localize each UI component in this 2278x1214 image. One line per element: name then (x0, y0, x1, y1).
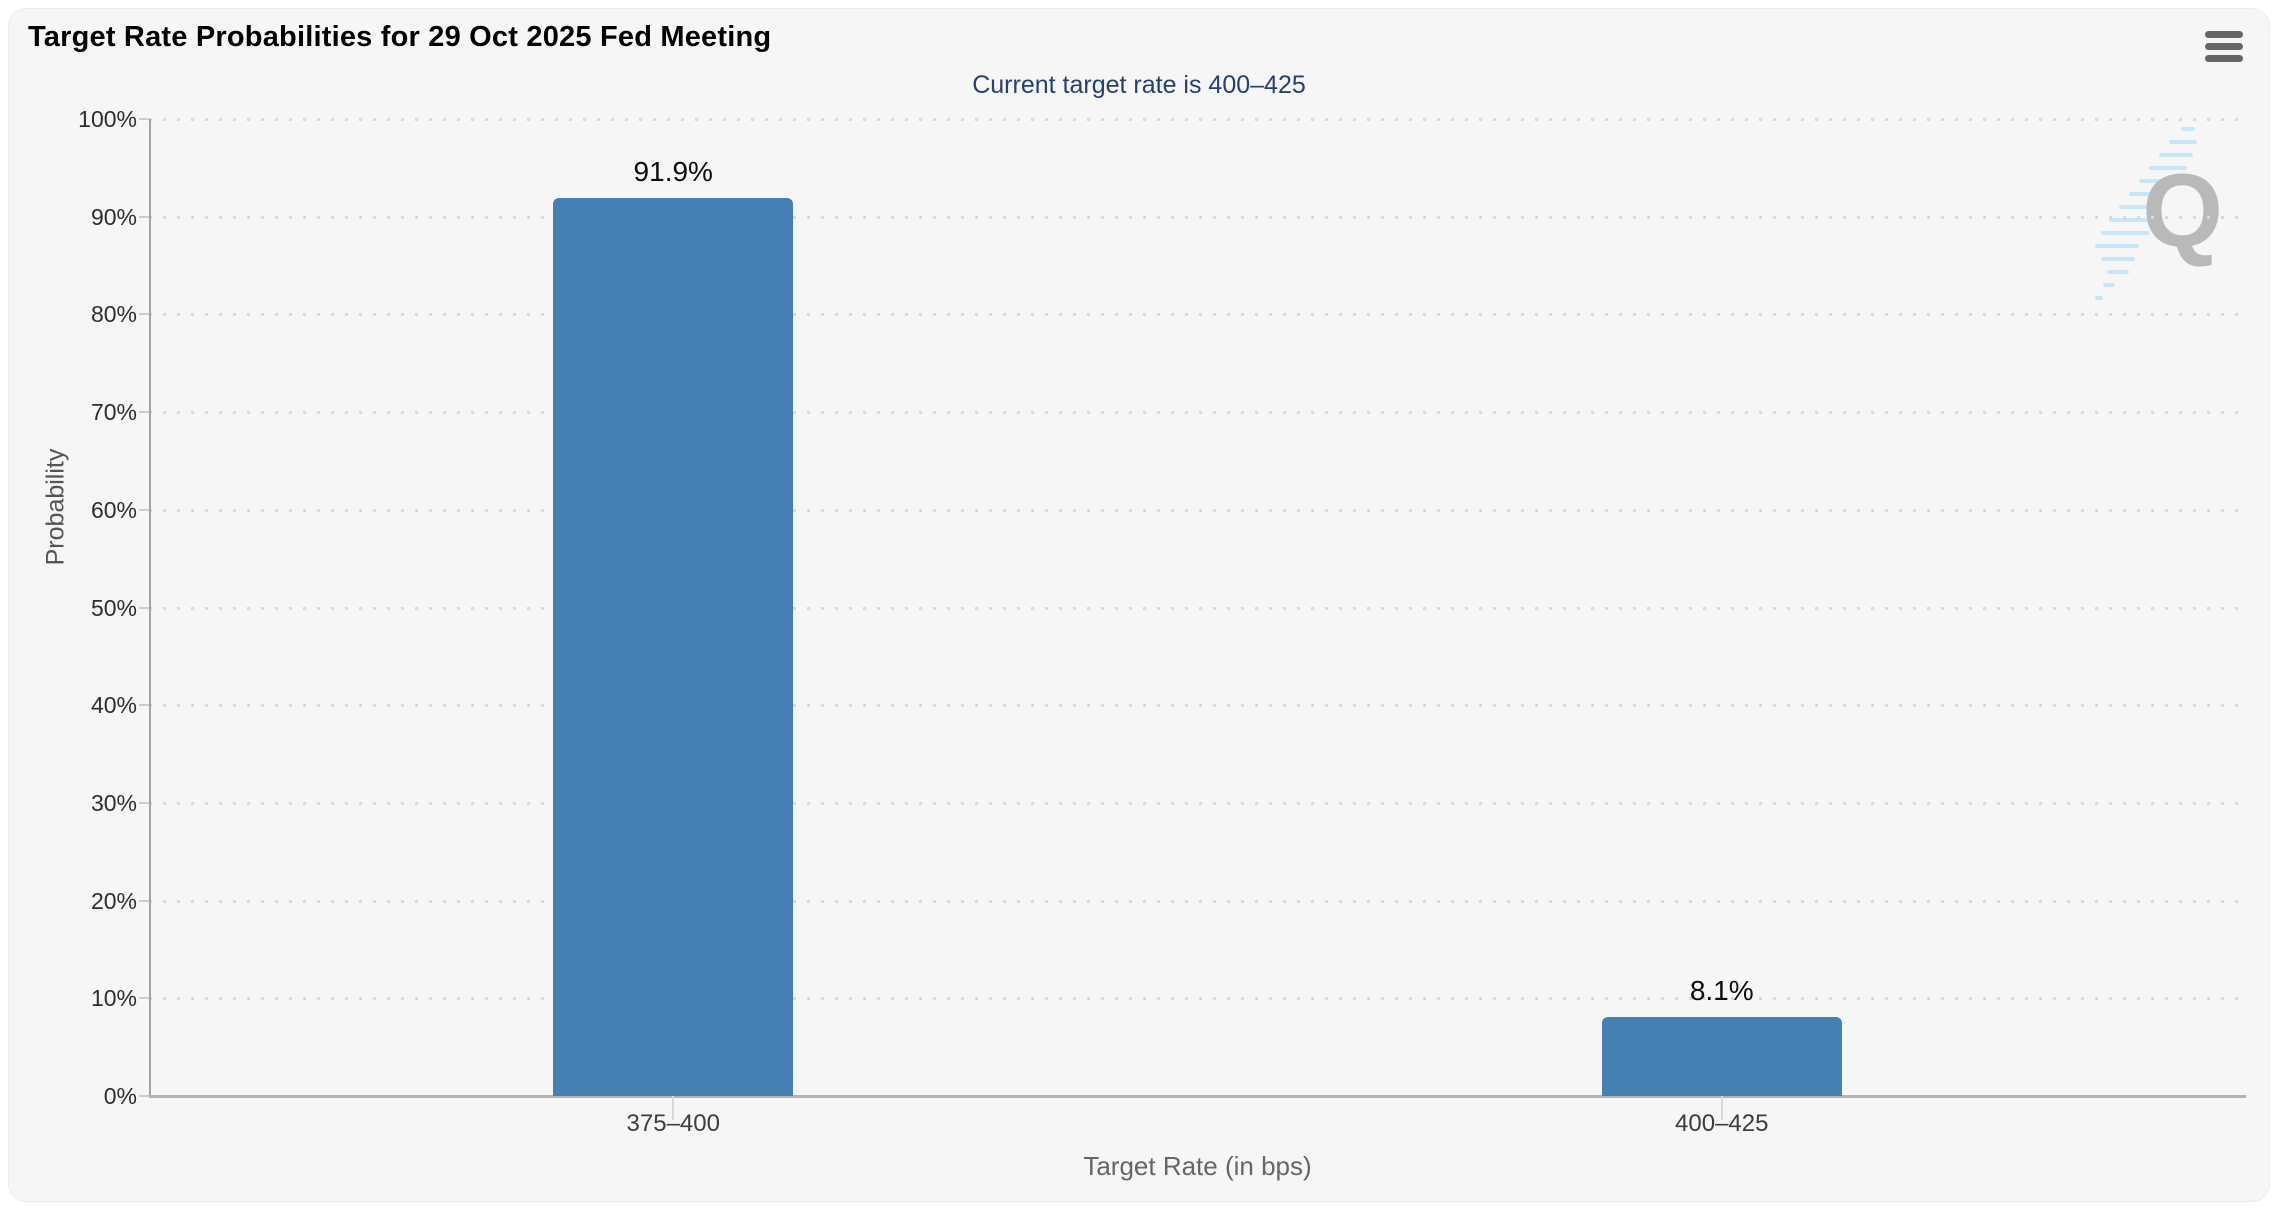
y-axis-tick-label: 50% (90, 594, 137, 621)
gridline-60 (149, 508, 2246, 512)
y-axis-tick-mark (139, 118, 149, 120)
gridline-100 (149, 118, 2246, 121)
x-axis-category-label: 400–425 (1675, 1110, 1769, 1137)
x-axis-title: Target Rate (in bps) (1083, 1151, 1312, 1181)
x-axis-category-label: 375–400 (626, 1110, 720, 1137)
bar-value-label: 91.9% (633, 156, 713, 188)
chart-subtitle: Current target rate is 400–425 (972, 71, 1306, 99)
y-axis-tick-mark (139, 801, 149, 804)
menu-bar (2205, 30, 2243, 38)
y-axis-tick-mark (139, 215, 149, 218)
y-axis-line (149, 119, 151, 1096)
y-axis-tick-label: 90% (90, 203, 137, 230)
y-axis-tick-mark (139, 411, 149, 414)
y-axis-tick-mark (139, 899, 149, 902)
x-axis-line (149, 1095, 2246, 1098)
chart-title: Target Rate Probabilities for 29 Oct 202… (28, 21, 772, 53)
y-axis-tick-label: 100% (78, 106, 137, 132)
y-axis-tick-label: 80% (90, 301, 137, 328)
bar-375-400[interactable] (553, 198, 794, 1096)
x-axis-tick-mark (1720, 1096, 1723, 1120)
y-axis-tick-label: 40% (90, 692, 137, 719)
menu-bar (2205, 42, 2243, 50)
y-axis-tick-mark (139, 606, 149, 609)
bar-value-label: 8.1% (1689, 974, 1754, 1006)
gridline-10 (149, 997, 2246, 1001)
y-axis-tick-mark (139, 1095, 149, 1097)
y-axis-tick-mark (139, 997, 149, 1000)
gridline-30 (149, 801, 2246, 805)
y-axis-tick-label: 0% (103, 1083, 137, 1109)
gridline-20 (149, 899, 2246, 903)
watermark-q-letter: Q (2142, 153, 2223, 269)
chart-panel: Target Rate Probabilities for 29 Oct 202… (8, 8, 2270, 1202)
bar-400-425[interactable] (1601, 1016, 1842, 1096)
quikstrike-watermark: Q (2081, 121, 2231, 321)
gridline-40 (149, 704, 2246, 708)
y-axis-tick-label: 60% (90, 496, 137, 523)
gridline-70 (149, 411, 2246, 415)
y-axis-tick-label: 70% (90, 399, 137, 426)
menu-bar (2205, 54, 2243, 62)
y-axis-tick-label: 20% (90, 887, 137, 914)
y-axis-tick-label: 30% (90, 789, 137, 816)
y-axis-tick-mark (139, 704, 149, 707)
gridline-80 (149, 313, 2246, 317)
y-axis-tick-mark (139, 313, 149, 316)
x-axis-tick-mark (672, 1096, 675, 1120)
gridline-50 (149, 606, 2246, 610)
y-axis-tick-label: 10% (90, 985, 137, 1012)
gridline-90 (149, 215, 2246, 219)
hamburger-menu-icon[interactable] (2205, 29, 2245, 63)
y-axis-tick-mark (139, 508, 149, 511)
watermark-stripes (2095, 127, 2197, 300)
